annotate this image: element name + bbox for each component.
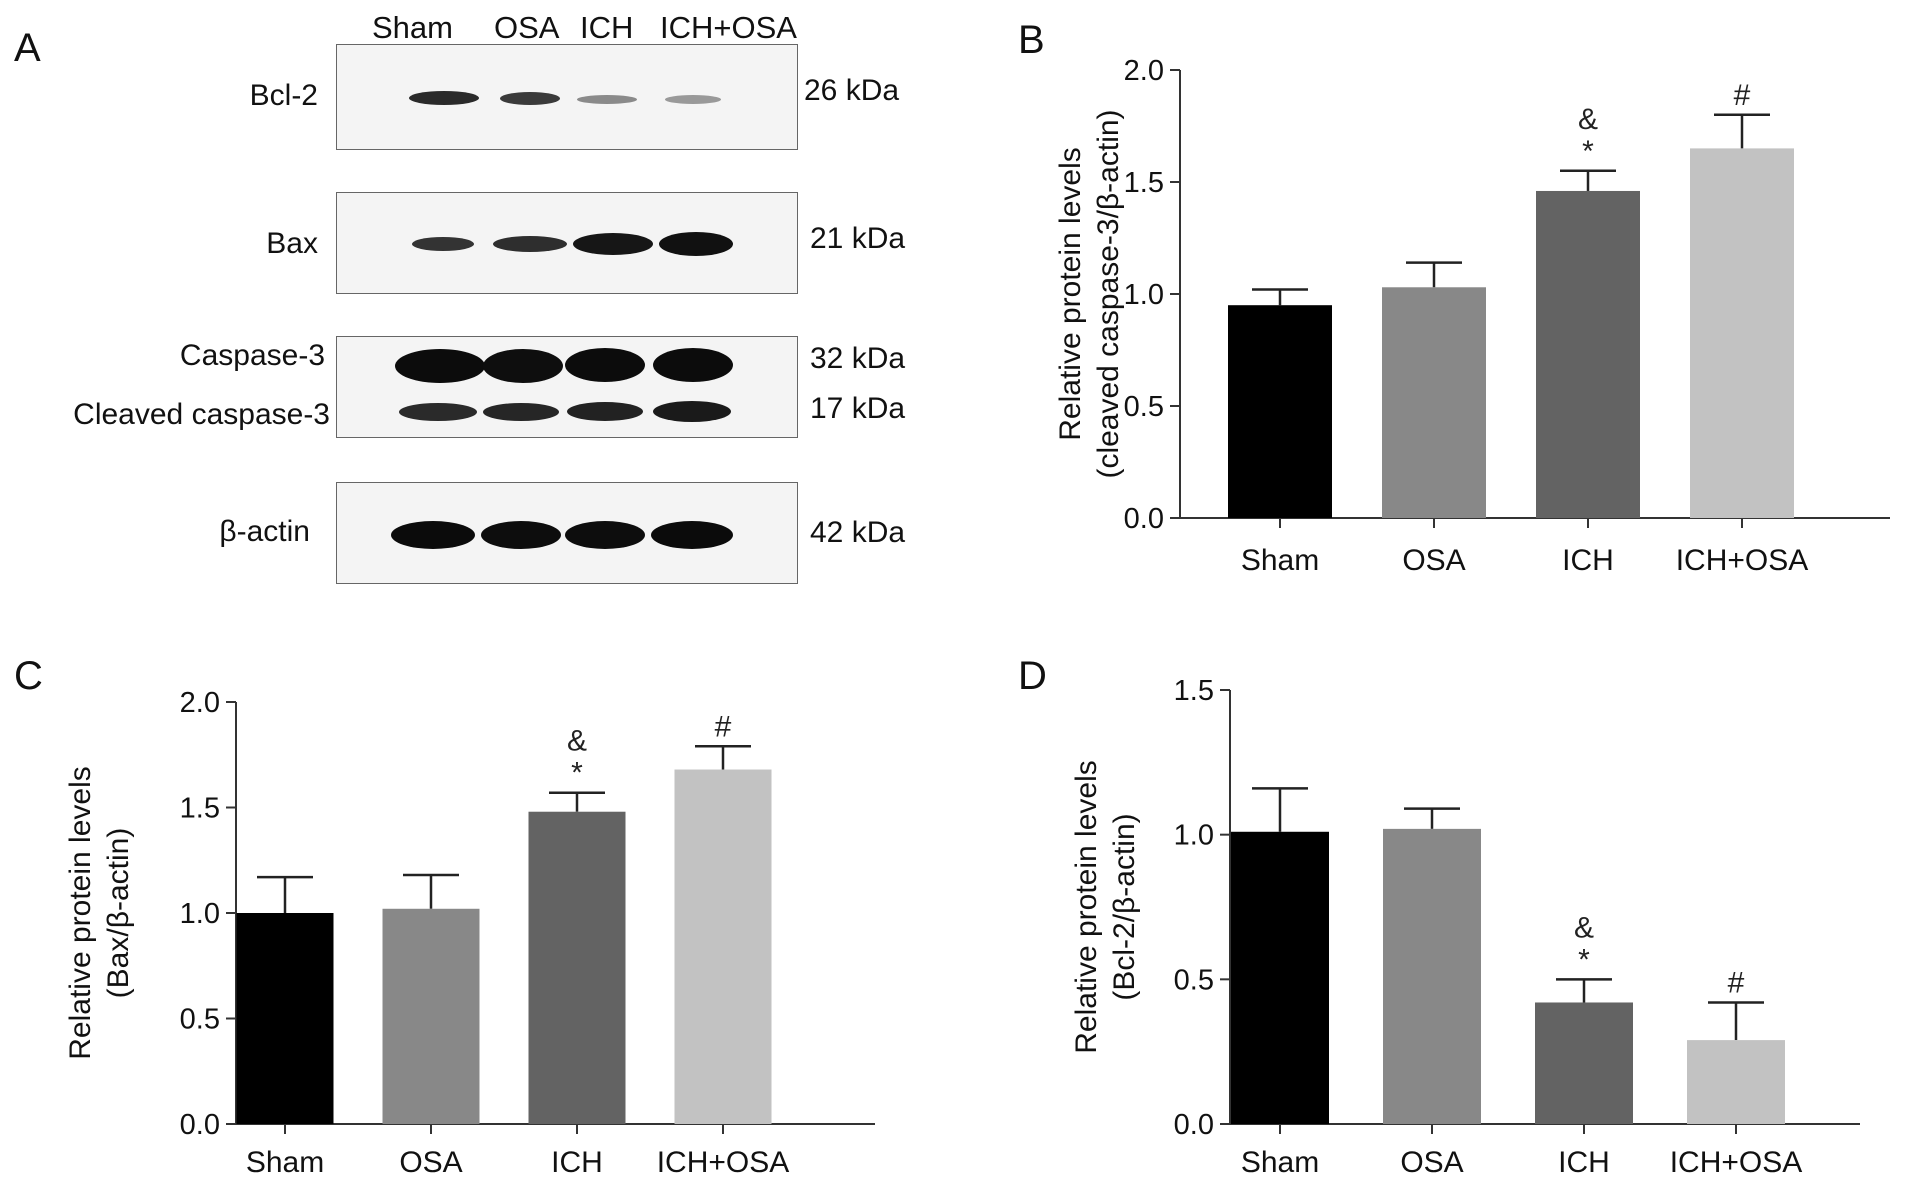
x-tick-label: ICH+OSA bbox=[1676, 544, 1809, 577]
blot-row-label: Bcl-2 bbox=[249, 79, 318, 112]
bar-sham bbox=[1228, 305, 1332, 518]
blot-band bbox=[567, 402, 643, 421]
blot-lane-label: ICH+OSA bbox=[660, 10, 797, 45]
blot-band bbox=[483, 403, 559, 421]
y-axis-title: Relative protein levels bbox=[1054, 147, 1087, 440]
y-tick-label: 0.5 bbox=[1174, 964, 1214, 996]
blot-band bbox=[573, 233, 653, 255]
blot-row-label: β-actin bbox=[219, 515, 310, 548]
blot-row-label: Bax bbox=[266, 227, 318, 260]
blot-band bbox=[577, 95, 637, 104]
significance-marker: & bbox=[567, 725, 587, 758]
x-tick-label: Sham bbox=[1241, 544, 1319, 577]
blot-band bbox=[665, 95, 721, 104]
significance-marker: * bbox=[1578, 943, 1590, 976]
blot-band bbox=[659, 232, 733, 256]
blot-membrane-beta-actin bbox=[336, 482, 798, 584]
y-tick-label: 1.5 bbox=[1124, 167, 1164, 199]
significance-marker: # bbox=[1734, 79, 1751, 112]
blot-row-label: Caspase-3 bbox=[179, 339, 325, 372]
y-tick-label: 1.5 bbox=[180, 793, 220, 825]
bar-ich bbox=[1535, 1002, 1633, 1124]
blot-lane-label: Sham bbox=[372, 10, 453, 45]
bar-ich-osa bbox=[1690, 148, 1794, 518]
significance-marker: * bbox=[1582, 135, 1594, 168]
blot-lane-label: OSA bbox=[494, 10, 560, 45]
blot-band bbox=[653, 348, 733, 382]
blot-band bbox=[412, 237, 474, 251]
significance-marker: & bbox=[1578, 103, 1598, 136]
panel-label-c: C bbox=[14, 654, 43, 698]
y-axis-title: Relative protein levels bbox=[64, 766, 97, 1059]
blot-membrane-caspase3 bbox=[336, 336, 798, 438]
x-tick-label: ICH+OSA bbox=[1670, 1146, 1803, 1179]
y-tick-label: 0.5 bbox=[180, 1004, 220, 1036]
bar-osa bbox=[1383, 828, 1481, 1124]
significance-marker: * bbox=[571, 757, 583, 790]
panel-label-b: B bbox=[1018, 18, 1045, 62]
x-tick-label: Sham bbox=[1241, 1146, 1319, 1179]
y-axis-title: (cleaved caspase-3/β-actin) bbox=[1092, 109, 1125, 478]
bar-ich-osa bbox=[1687, 1040, 1785, 1124]
significance-marker: & bbox=[1574, 911, 1594, 944]
blot-band bbox=[391, 521, 475, 549]
panel-label-d: D bbox=[1018, 654, 1047, 698]
blot-band bbox=[395, 349, 485, 383]
x-tick-label: ICH bbox=[1562, 544, 1614, 577]
x-tick-label: ICH bbox=[551, 1146, 603, 1179]
blot-band bbox=[565, 521, 645, 549]
y-tick-label: 0.0 bbox=[1174, 1109, 1214, 1141]
blot-membrane-bax bbox=[336, 192, 798, 294]
y-tick-label: 1.0 bbox=[180, 898, 220, 930]
y-tick-label: 0.0 bbox=[1124, 503, 1164, 535]
significance-marker: # bbox=[715, 710, 732, 743]
blot-kda-label: 17 kDa bbox=[810, 392, 906, 425]
bar-ich bbox=[1536, 190, 1640, 518]
y-tick-label: 2.0 bbox=[1124, 55, 1164, 87]
blot-kda-label: 26 kDa bbox=[804, 74, 900, 107]
bar-sham bbox=[236, 913, 334, 1124]
x-tick-label: OSA bbox=[399, 1146, 462, 1179]
x-tick-label: Sham bbox=[246, 1146, 324, 1179]
y-tick-label: 2.0 bbox=[180, 687, 220, 719]
blot-band bbox=[399, 403, 477, 421]
blot-band bbox=[500, 92, 560, 105]
bar-sham bbox=[1231, 831, 1329, 1124]
x-tick-label: ICH bbox=[1558, 1146, 1610, 1179]
y-axis-title: Relative protein levels bbox=[1070, 760, 1103, 1053]
blot-kda-label: 21 kDa bbox=[810, 222, 906, 255]
bar-ich-osa bbox=[674, 769, 772, 1124]
blot-band bbox=[409, 91, 479, 105]
x-tick-label: ICH+OSA bbox=[657, 1146, 790, 1179]
y-axis-title: (Bax/β-actin) bbox=[102, 828, 135, 999]
blot-band bbox=[483, 349, 563, 383]
blot-band bbox=[481, 521, 561, 549]
blot-band bbox=[653, 401, 731, 422]
x-tick-label: OSA bbox=[1400, 1146, 1463, 1179]
blot-row-label: Cleaved caspase-3 bbox=[73, 398, 330, 431]
y-tick-label: 1.0 bbox=[1174, 820, 1214, 852]
y-tick-label: 1.0 bbox=[1124, 279, 1164, 311]
y-axis-title: (Bcl-2/β-actin) bbox=[1108, 813, 1141, 1000]
y-tick-label: 1.5 bbox=[1174, 675, 1214, 707]
blot-kda-label: 32 kDa bbox=[810, 342, 906, 375]
y-tick-label: 0.5 bbox=[1124, 391, 1164, 423]
bar-osa bbox=[382, 908, 480, 1124]
blot-kda-label: 42 kDa bbox=[810, 516, 906, 549]
blot-membrane-bcl2 bbox=[336, 44, 798, 150]
panel-label-a: A bbox=[14, 26, 41, 70]
significance-marker: # bbox=[1728, 966, 1745, 999]
y-tick-label: 0.0 bbox=[180, 1109, 220, 1141]
bar-osa bbox=[1382, 287, 1486, 518]
blot-band bbox=[565, 348, 645, 382]
blot-band bbox=[493, 236, 567, 252]
x-tick-label: OSA bbox=[1402, 544, 1465, 577]
blot-band bbox=[651, 521, 733, 549]
western-blot-panel: A Sham OSA ICH ICH+OSA Bcl-2 26 kDa Bax … bbox=[0, 0, 940, 600]
blot-lane-label: ICH bbox=[580, 10, 634, 45]
bar-ich bbox=[528, 811, 626, 1124]
